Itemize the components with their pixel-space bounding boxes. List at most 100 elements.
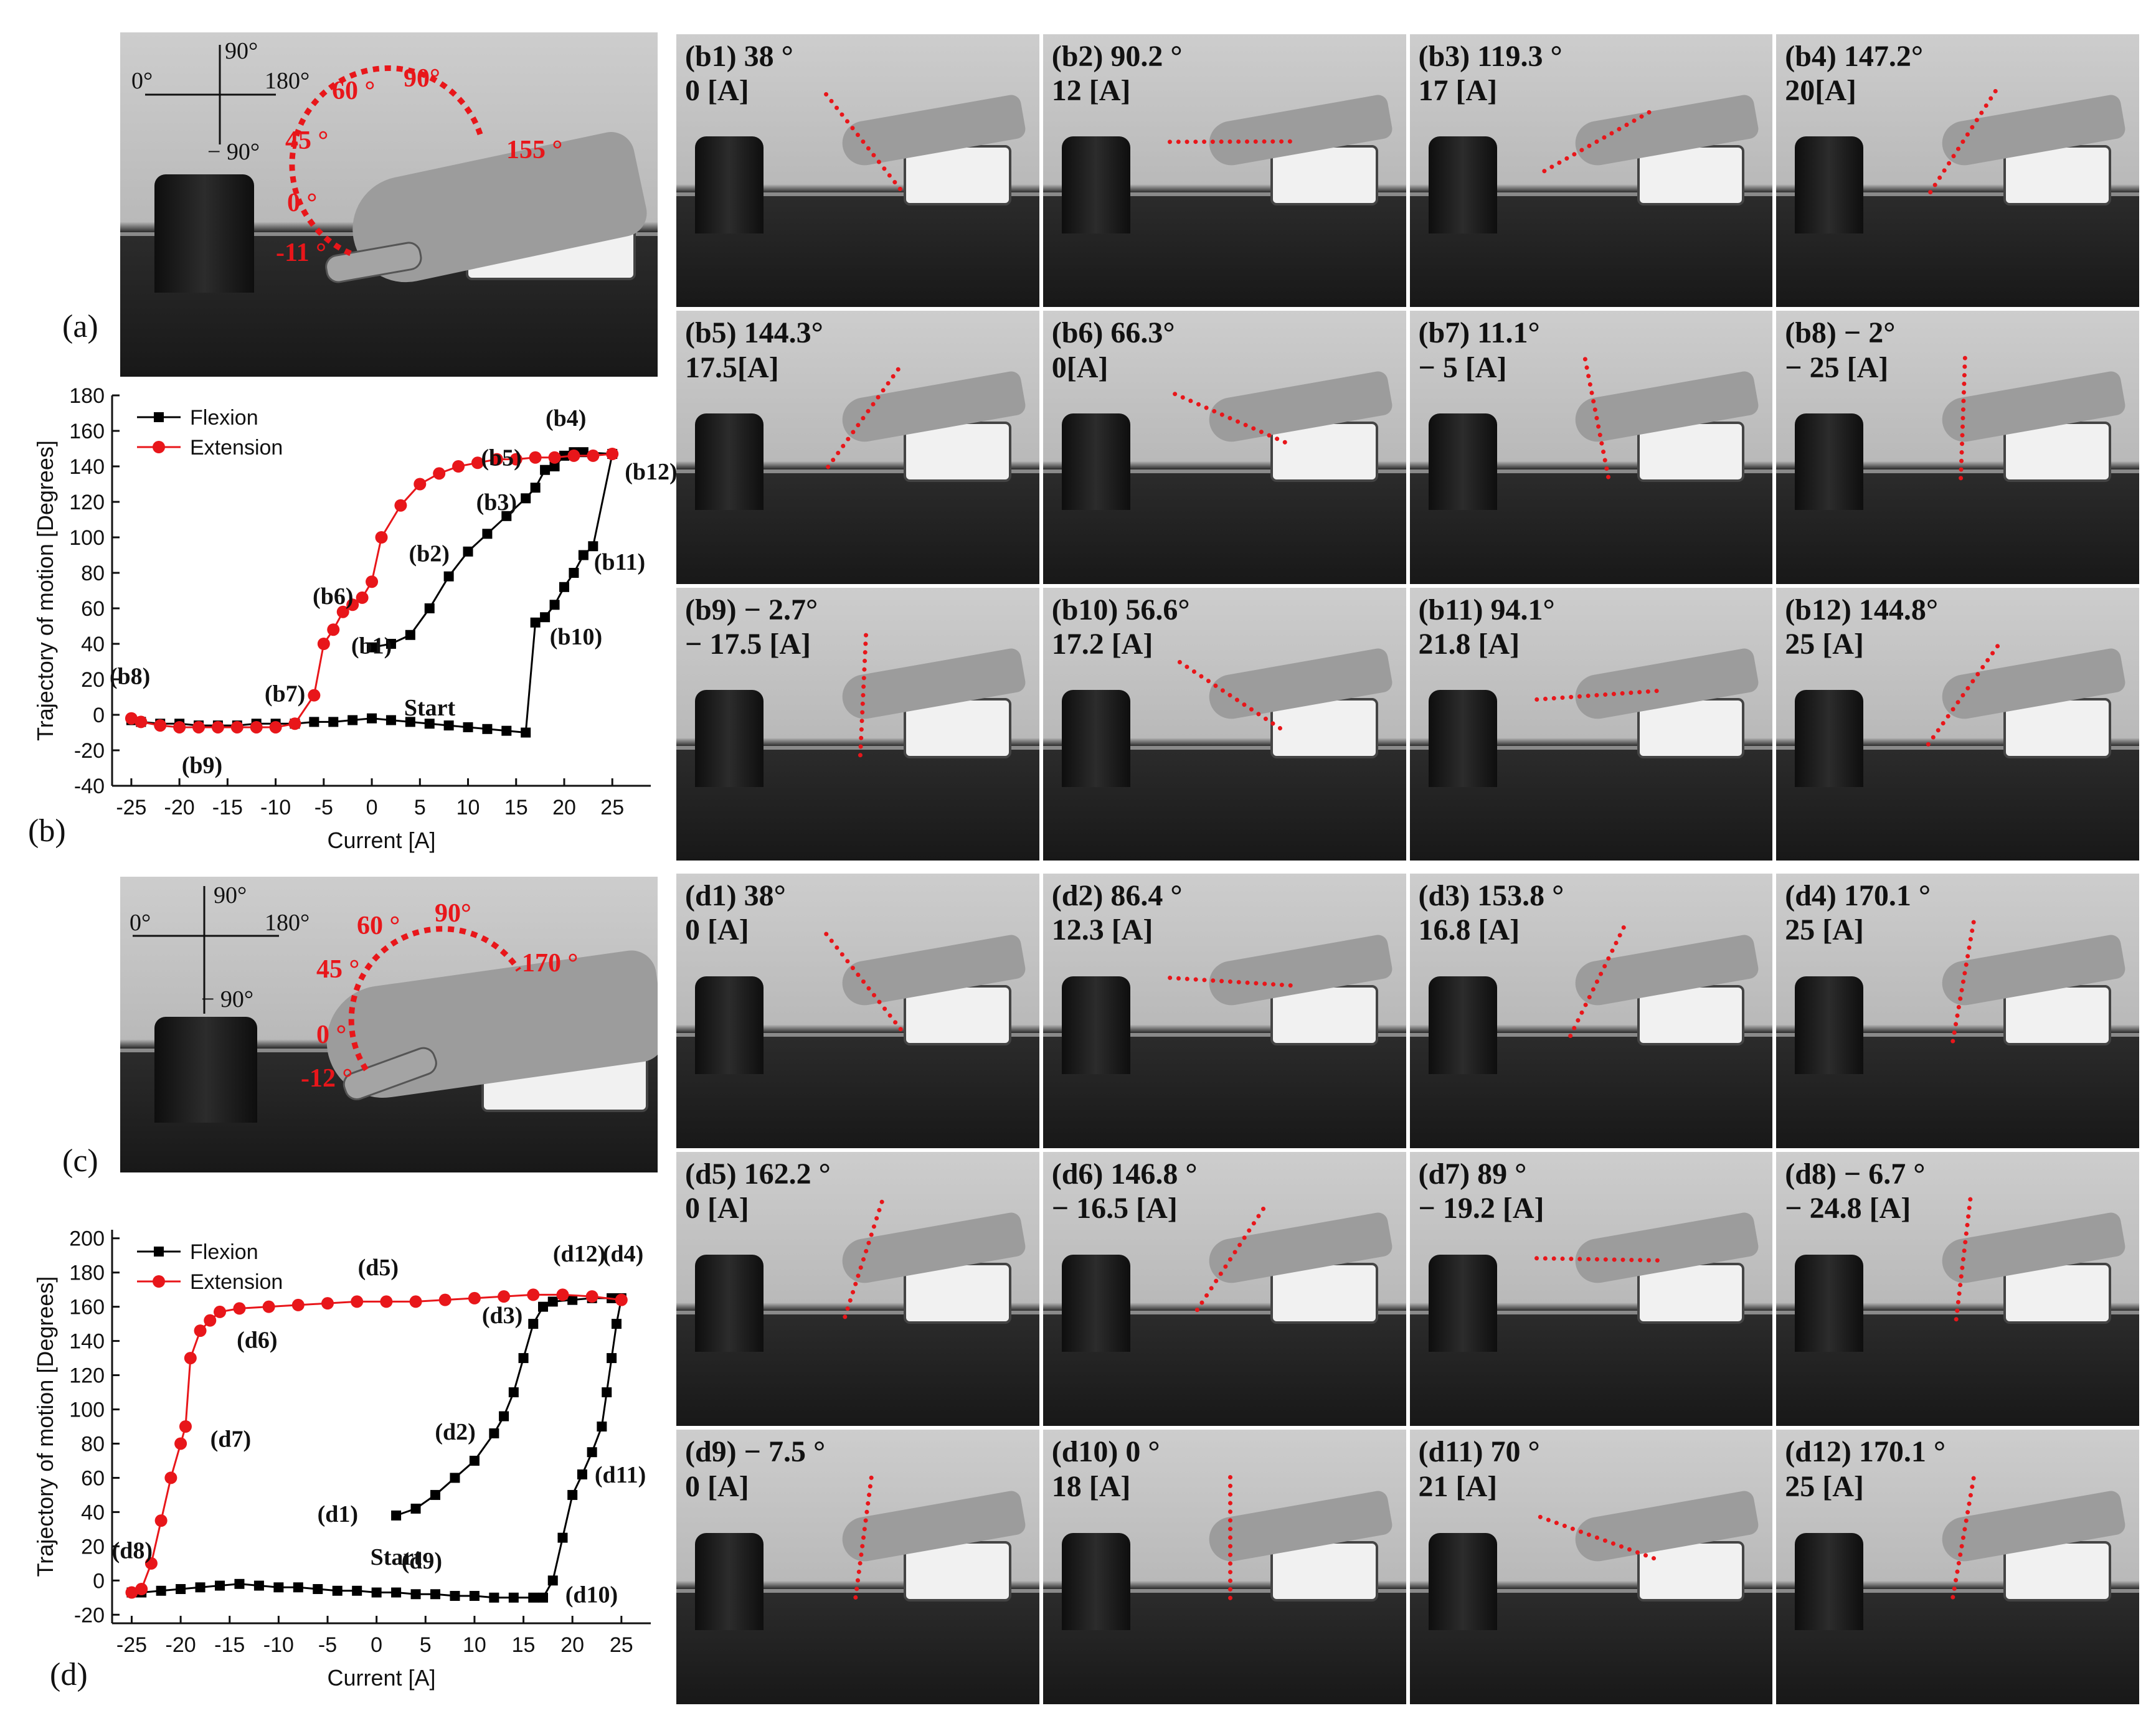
photo-frame-b10: (b10) 56.6° 17.2 [A] <box>1043 587 1406 861</box>
data-point-extension <box>214 1305 226 1318</box>
cylinder <box>1428 690 1497 787</box>
data-point-flexion <box>450 1473 460 1483</box>
frame-caption: (b2) 90.2 ° 12 [A] <box>1052 39 1183 108</box>
data-point-flexion <box>567 1489 578 1500</box>
frame-current: 20[A] <box>1785 74 1856 108</box>
data-point-extension <box>567 449 580 462</box>
data-point-extension <box>194 1324 207 1337</box>
annotation-label: (d7) <box>210 1427 251 1453</box>
frame-caption: (d4) 170.1 ° 25 [A] <box>1785 879 1931 947</box>
cylinder <box>1795 1254 1864 1352</box>
frame-caption: (b11) 94.1° 21.8 [A] <box>1419 593 1555 661</box>
data-point-extension <box>529 451 542 464</box>
frame-current: 12.3 [A] <box>1051 913 1153 947</box>
frame-caption: (d2) 86.4 ° 12.3 [A] <box>1052 879 1183 947</box>
angle-label: 90° <box>404 64 440 93</box>
y-tick-label: 40 <box>81 633 105 656</box>
cylinder <box>695 1254 764 1352</box>
data-point-flexion <box>385 715 396 725</box>
table-edge <box>1776 1311 2139 1315</box>
data-point-flexion <box>518 1353 529 1364</box>
data-point-extension <box>409 1295 422 1308</box>
data-point-extension <box>351 1295 364 1308</box>
data-point-flexion <box>385 639 396 649</box>
x-tick-label: 0 <box>371 1633 382 1657</box>
y-tick-label: 120 <box>69 1364 105 1388</box>
x-tick-label: -5 <box>318 1633 337 1657</box>
y-tick-label: -40 <box>74 775 105 798</box>
table-edge <box>676 469 1039 473</box>
data-point-extension <box>173 720 186 733</box>
photo-frame-b6: (b6) 66.3° 0[A] <box>1043 311 1406 584</box>
photo-frame-d9: (d9) − 7.5 ° 0 [A] <box>676 1430 1039 1704</box>
y-tick-label: 80 <box>81 1432 105 1456</box>
y-axis-label: Trajectory of motion [Degrees] <box>32 440 58 741</box>
frame-angle: (b9) − 2.7° <box>685 593 818 626</box>
cylinder <box>695 976 764 1074</box>
frame-caption: (b3) 119.3 ° 17 [A] <box>1419 39 1563 108</box>
data-point-extension <box>346 598 359 611</box>
frame-angle: (b8) − 2° <box>1785 316 1896 350</box>
table-edge <box>1776 745 2139 750</box>
x-tick-label: 20 <box>560 1633 584 1657</box>
data-point-flexion <box>424 719 435 729</box>
legend-label: Flexion <box>190 1240 258 1264</box>
photo-frame-d12: (d12) 170.1 ° 25 [A] <box>1776 1430 2139 1704</box>
data-point-flexion <box>578 550 589 560</box>
data-point-flexion <box>405 717 415 727</box>
x-tick-label: 25 <box>600 796 624 819</box>
angle-label: 170 ° <box>522 949 579 978</box>
angle-label: 45 ° <box>285 126 329 155</box>
data-point-flexion <box>371 1587 382 1598</box>
table-edge <box>676 1032 1039 1037</box>
data-point-flexion <box>567 1295 578 1305</box>
y-tick-label: 160 <box>69 420 105 443</box>
data-point-flexion <box>367 713 377 724</box>
frame-caption: (d10) 0 ° 18 [A] <box>1052 1435 1160 1503</box>
angle-label: -12 ° <box>301 1064 353 1093</box>
photo-frame-b7: (b7) 11.1° − 5 [A] <box>1409 311 1773 584</box>
data-point-extension <box>380 1295 393 1308</box>
photo-frame-b5: (b5) 144.3° 17.5[A] <box>676 311 1039 584</box>
axis-label-top: 90° <box>214 882 247 908</box>
data-point-extension <box>438 1293 452 1306</box>
angle-label: -11 ° <box>276 238 326 267</box>
x-tick-label: -10 <box>263 1633 294 1657</box>
legend-label: Extension <box>190 436 283 460</box>
y-tick-label: 60 <box>81 597 105 621</box>
panel-label-a: (a) <box>62 309 98 344</box>
table-edge <box>1409 1032 1773 1037</box>
data-point-flexion <box>569 568 579 578</box>
data-point-flexion <box>293 1582 303 1593</box>
photo-frame-b11: (b11) 94.1° 21.8 [A] <box>1409 587 1773 861</box>
data-point-flexion <box>508 1387 519 1398</box>
data-point-extension <box>135 1583 148 1596</box>
panel-label-c: (c) <box>62 1143 98 1179</box>
data-point-flexion <box>215 1580 225 1591</box>
frame-caption: (d8) − 6.7 ° − 24.8 [A] <box>1785 1157 1925 1225</box>
data-point-flexion <box>410 1503 421 1514</box>
data-point-extension <box>356 591 369 604</box>
cylinder <box>154 1017 257 1123</box>
angle-arc <box>133 886 521 1072</box>
annotation-label: (d8) <box>112 1538 153 1564</box>
cylinder <box>695 136 764 233</box>
data-point-flexion <box>430 1489 440 1500</box>
data-point-flexion <box>348 715 358 725</box>
data-point-extension <box>556 1288 569 1301</box>
frame-angle: (b2) 90.2 ° <box>1051 40 1183 73</box>
annotation-label: (b1) <box>351 633 392 659</box>
photo-frame-b3: (b3) 119.3 ° 17 [A] <box>1409 34 1773 308</box>
frame-caption: (b12) 144.8° 25 [A] <box>1785 593 1938 661</box>
data-point-flexion <box>549 461 560 471</box>
data-point-extension <box>433 467 446 480</box>
x-tick-label: 10 <box>456 796 480 819</box>
frame-current: 25 [A] <box>1785 627 1864 661</box>
axis-label-left: 0° <box>130 910 151 936</box>
y-tick-label: 0 <box>93 704 105 727</box>
data-point-flexion <box>332 1585 343 1596</box>
data-point-flexion <box>482 724 493 734</box>
annotation-label: (d1) <box>318 1501 358 1527</box>
table-edge <box>1776 1588 2139 1593</box>
data-point-flexion <box>538 1592 548 1603</box>
